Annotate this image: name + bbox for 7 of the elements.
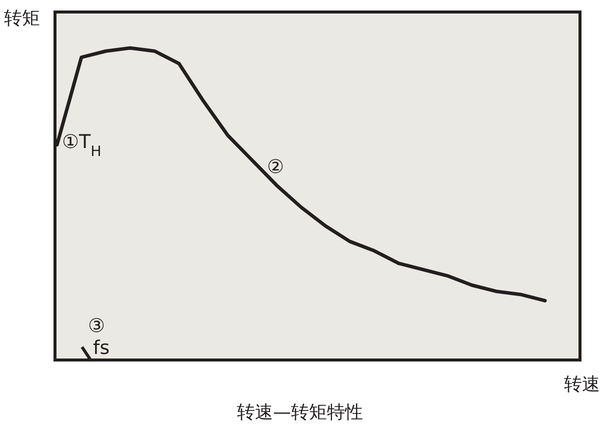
annotation: ③ fs [80, 315, 110, 360]
annotation: ③ fs [88, 315, 110, 359]
annotation: ② [267, 156, 284, 178]
annotation: ①T$_{H}$ [62, 131, 102, 160]
x-axis-title: 转速 [564, 374, 600, 395]
y-axis-title: 转矩 [4, 8, 40, 29]
text: 转速—转矩特性 [237, 402, 363, 423]
